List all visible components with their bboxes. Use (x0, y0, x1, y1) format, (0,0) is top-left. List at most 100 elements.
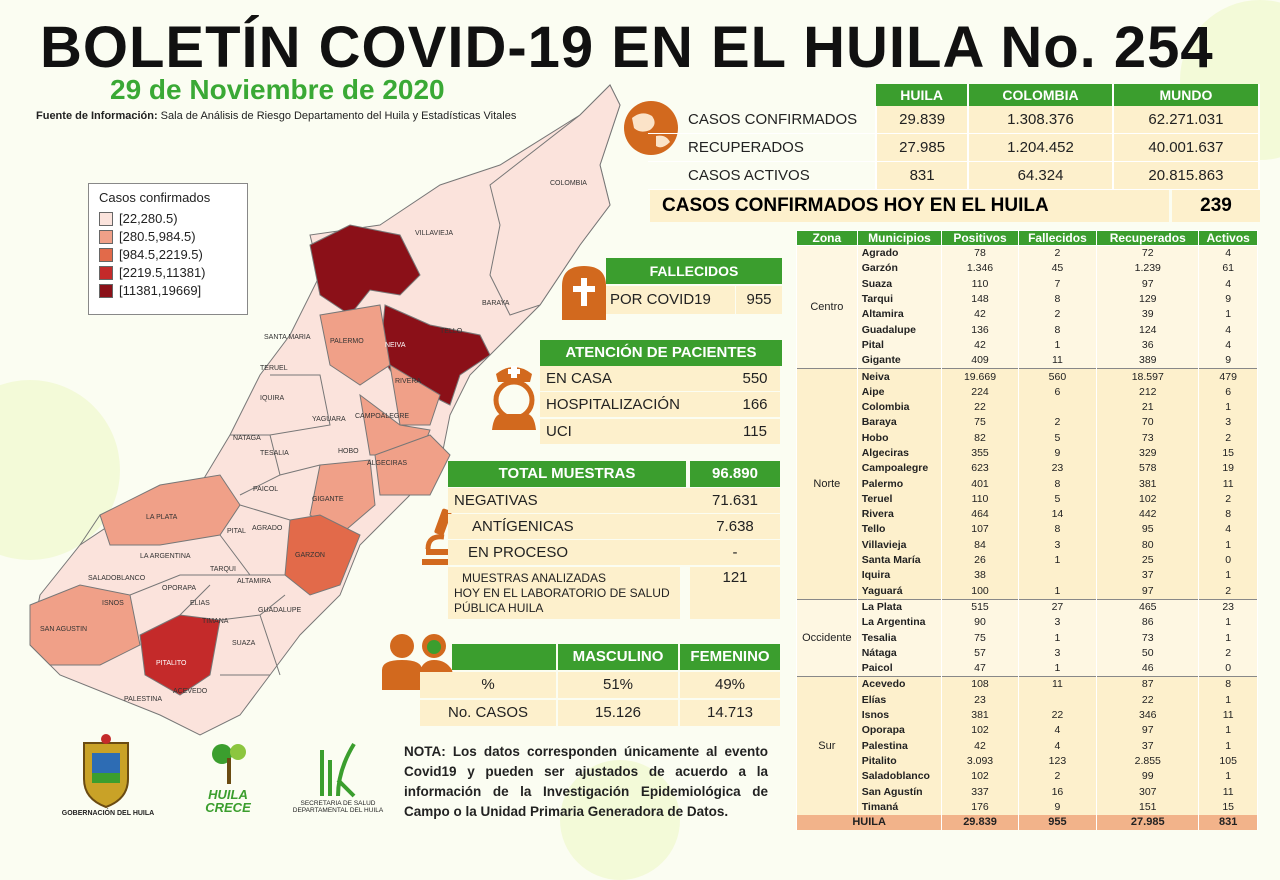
value-cell: 39 (1096, 307, 1200, 323)
legend-label: [11381,19669] (119, 283, 202, 298)
source-text: Sala de Análisis de Riesgo Departamento … (157, 110, 517, 122)
secretaria-logo-text: SECRETARIA DE SALUD DEPARTAMENTAL DEL HU… (282, 800, 394, 814)
huila-crece-line: HUILA (208, 787, 248, 802)
table-row: Oporapa 102 4 97 1 (797, 723, 1258, 739)
value-cell: 90 (941, 615, 1019, 631)
legend-item: [22,280.5) (99, 211, 247, 226)
map-label-teruel: TERUEL (260, 365, 288, 372)
fallecidos-header: FALLECIDOS (606, 258, 782, 284)
value-cell: 22 (1096, 692, 1200, 708)
map-region-palermo (319, 304, 391, 386)
table-row: Villavieja 84 3 80 1 (797, 537, 1258, 553)
value-cell: 102 (941, 769, 1019, 785)
total-label: HUILA (795, 814, 943, 831)
value-cell: 107 (941, 522, 1019, 538)
cell: 1.308.376 (968, 106, 1114, 134)
table-row: Algeciras 355 9 329 15 (797, 445, 1258, 462)
genero-label-casos: No. CASOS (420, 700, 556, 726)
table-row: Palermo 401 8 381 11 (797, 476, 1258, 492)
value-cell: 3 (1017, 615, 1098, 631)
value-cell: 108 (941, 676, 1019, 693)
value-cell: 1 (1017, 552, 1098, 569)
value-cell: 70 (1096, 415, 1200, 431)
table-row: Garzón 1.346 45 1.239 61 (797, 261, 1258, 277)
value-cell: 0 (1198, 552, 1258, 569)
municipio-cell: Elías (856, 692, 943, 708)
map-label-saladoblanco: SALADOBLANCO (88, 575, 146, 582)
secretaria-line: SECRETARIA DE SALUD (300, 800, 376, 807)
map-label-palestina: PALESTINA (124, 696, 162, 703)
fallecidos-label: POR COVID19 (606, 286, 735, 314)
col-header-municipios: Municipios (856, 230, 943, 246)
value-cell: 27 (1017, 598, 1098, 616)
municipio-cell: Suaza (856, 276, 943, 292)
map-label-hobo: HOBO (338, 448, 359, 455)
value-cell: 224 (941, 384, 1019, 400)
value-cell: 11 (1017, 676, 1098, 693)
value-cell: 75 (941, 630, 1019, 646)
table-row: Pital 42 1 36 4 (797, 337, 1258, 354)
map-label-baraya: BARAYA (482, 300, 510, 307)
value-cell (1017, 692, 1098, 708)
value-cell: 578 (1096, 461, 1200, 477)
value-cell: 9 (1198, 353, 1258, 369)
cell: 1.204.452 (968, 133, 1114, 162)
municipio-cell: Tello (856, 522, 943, 538)
table-row: Hobo 82 5 73 2 (797, 430, 1258, 446)
value-cell: 11 (1198, 476, 1258, 492)
map-region-algeciras (374, 434, 451, 496)
value-cell: 22 (1017, 707, 1098, 724)
value-cell: 7 (1017, 276, 1098, 292)
map-label-tello: TELLO (440, 328, 463, 335)
row-label: CASOS CONFIRMADOS (648, 106, 877, 134)
map-label-colombia: COLOMBIA (550, 180, 587, 187)
col-header-positivos: Positivos (941, 230, 1019, 246)
value-cell: 346 (1096, 707, 1200, 724)
value-cell: 1 (1198, 615, 1258, 631)
table-row: Campoalegre 623 23 578 19 (797, 461, 1258, 477)
value-cell: 4 (1198, 322, 1258, 338)
bulletin-date: 29 de Noviembre de 2020 (110, 74, 445, 105)
value-cell: 57 (941, 645, 1019, 662)
value-cell: 97 (1096, 723, 1200, 739)
table-row: Palestina 42 4 37 1 (797, 738, 1258, 754)
genero-label-pct: % (420, 672, 556, 698)
table-row: Tello 107 8 95 4 (797, 522, 1258, 538)
value-cell: 42 (941, 738, 1019, 754)
value-cell: 1 (1017, 630, 1098, 646)
map-label-guadalupe: GUADALUPE (258, 607, 302, 614)
today-cases-label: CASOS CONFIRMADOS HOY EN EL HUILA (650, 190, 1169, 222)
value-cell: 72 (1096, 245, 1200, 262)
map-label-agrado: AGRADO (252, 525, 283, 532)
value-cell: 2 (1017, 245, 1098, 262)
table-row: La Argentina 90 3 86 1 (797, 615, 1258, 631)
zone-cell: Norte (796, 368, 858, 600)
table-row: Suaza 110 7 97 4 (797, 276, 1258, 292)
atencion-label-uci: UCI (540, 419, 730, 444)
value-cell: 307 (1096, 784, 1200, 800)
fallecidos-value: 955 (736, 286, 782, 314)
value-cell: 2 (1198, 491, 1258, 508)
huila-map: COLOMBIA VILLAVIEJA BARAYA TELLO NEIVA S… (29, 84, 621, 736)
legend-label: [280.5,984.5) (119, 229, 196, 244)
muestras-label-negativas: NEGATIVAS (448, 488, 692, 513)
genero-header-femenino: FEMENINO (680, 644, 780, 670)
value-cell: 42 (941, 337, 1019, 354)
atencion-label-hosp: HOSPITALIZACIÓN (540, 392, 730, 417)
map-label-pital: PITAL (227, 528, 246, 535)
value-cell: 401 (941, 476, 1019, 492)
value-cell: 102 (941, 723, 1019, 739)
value-cell: 75 (941, 415, 1019, 431)
value-cell: 2 (1017, 769, 1098, 785)
value-cell: 22 (941, 399, 1019, 416)
value-cell: 337 (941, 784, 1019, 800)
muestras-label-antigenicas: ANTÍGENICAS (448, 514, 698, 539)
value-cell: 442 (1096, 507, 1200, 523)
value-cell: 37 (1096, 568, 1200, 584)
value-cell: 37 (1096, 738, 1200, 754)
value-cell: 1 (1198, 399, 1258, 416)
table-row: Yaguará 100 1 97 2 (797, 583, 1258, 600)
muestras-lab-line: HOY EN EL LABORATORIO DE SALUD (454, 586, 670, 600)
table-row: Tarqui 148 8 129 9 (797, 291, 1258, 308)
map-region-rivera (389, 364, 441, 426)
